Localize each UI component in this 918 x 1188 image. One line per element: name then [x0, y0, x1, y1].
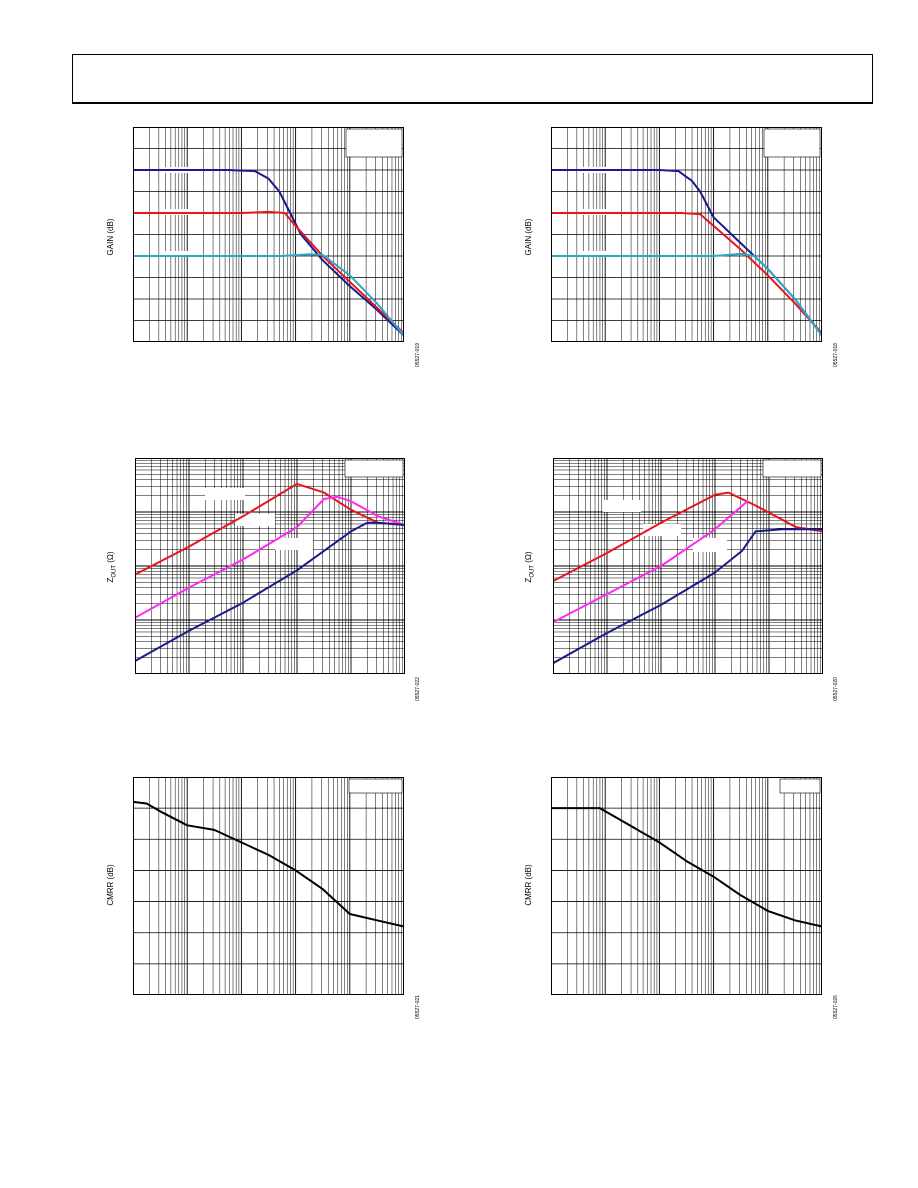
- plot-border: [551, 127, 822, 342]
- figure-code: 05527-022: [415, 677, 421, 701]
- plot-background: [133, 777, 404, 995]
- series-line-0: [551, 807, 822, 928]
- series-line-0: [553, 491, 823, 583]
- series-line-2: [135, 521, 405, 662]
- grid: [135, 458, 405, 674]
- plot-area: [551, 127, 822, 342]
- series-label-mask: [603, 500, 641, 512]
- plot-area: [135, 458, 405, 674]
- y-axis-label: ZOUT (Ω): [524, 551, 536, 583]
- legend-box: [348, 778, 403, 794]
- chart-svg: [551, 127, 822, 342]
- figure-code: 05527-019: [415, 343, 421, 367]
- legend-box: [344, 459, 404, 478]
- plot-area: [551, 777, 822, 995]
- legend-box: [763, 128, 821, 158]
- legend-box: [762, 459, 822, 478]
- plot-border: [135, 458, 405, 674]
- y-axis-label: ZOUT (Ω): [106, 551, 118, 583]
- chart-svg: [551, 777, 822, 995]
- y-axis-label: GAIN (dB): [106, 218, 115, 256]
- plot-background: [551, 777, 822, 995]
- legend-box: [779, 778, 821, 794]
- grid: [551, 127, 822, 342]
- series-line-1: [133, 210, 404, 335]
- series-label-mask: [205, 488, 245, 500]
- series-line-0: [133, 169, 404, 337]
- figure-code: 05527-026: [833, 995, 839, 1019]
- series-line-2: [553, 528, 823, 665]
- chart-svg: [135, 458, 405, 674]
- figure-code: 05527-018: [833, 343, 839, 367]
- series-line-0: [135, 482, 405, 576]
- series-line-2: [551, 252, 822, 337]
- figure-code: 05527-020: [833, 677, 839, 701]
- series-label-mask: [163, 251, 191, 257]
- plot-border: [551, 777, 822, 995]
- grid: [133, 777, 404, 995]
- chart-svg: [133, 127, 404, 342]
- series-label-mask: [275, 538, 313, 550]
- plot-border: [133, 127, 404, 342]
- y-axis-label: CMRR (dB): [524, 864, 533, 906]
- plot-area: [553, 458, 823, 674]
- series-line-0: [133, 800, 404, 928]
- plot-border: [553, 458, 823, 674]
- series-label-mask: [235, 514, 275, 526]
- y-axis-label: GAIN (dB): [524, 218, 533, 256]
- chart-svg: [133, 777, 404, 995]
- series-label-mask: [693, 538, 727, 552]
- series-label-mask: [581, 251, 609, 257]
- plot-border: [133, 777, 404, 995]
- series-line-1: [551, 212, 822, 335]
- legend-box: [345, 128, 403, 158]
- series-line-2: [133, 253, 404, 337]
- y-axis-label: CMRR (dB): [106, 864, 115, 906]
- plot-area: [133, 127, 404, 342]
- grid: [133, 127, 404, 342]
- series-line-1: [553, 500, 749, 624]
- page-header-box: [72, 54, 873, 104]
- grid: [551, 777, 822, 995]
- figure-code: 05527-021: [415, 995, 421, 1019]
- series-line-1: [135, 495, 405, 619]
- chart-svg: [553, 458, 823, 674]
- plot-area: [133, 777, 404, 995]
- grid: [553, 458, 823, 674]
